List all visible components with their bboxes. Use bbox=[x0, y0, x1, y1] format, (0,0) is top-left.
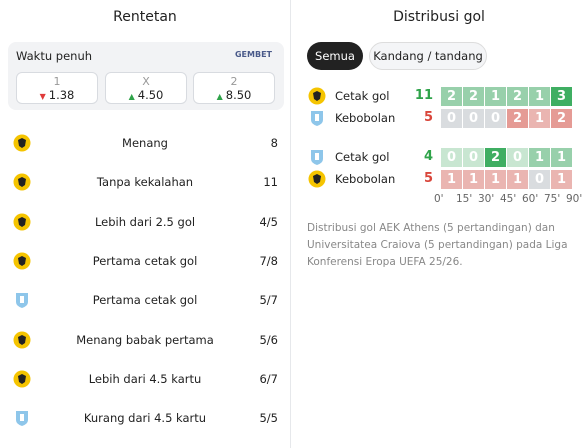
trend-arrow: ▲ bbox=[128, 92, 135, 101]
team-logo bbox=[13, 134, 31, 152]
dist-title: Distribusi gol bbox=[393, 9, 485, 25]
streak-value: 6/7 bbox=[259, 371, 278, 386]
goal-cell: 2 bbox=[463, 87, 484, 106]
goal-cell: 0 bbox=[463, 109, 484, 128]
streak-label: Pertama cetak gol bbox=[92, 293, 198, 308]
streak-value: 5/7 bbox=[259, 293, 278, 308]
row-total: 5 bbox=[423, 110, 433, 125]
time-label: 90' bbox=[566, 193, 583, 205]
goal-cell: 1 bbox=[529, 148, 550, 167]
streak-value: 11 bbox=[263, 175, 278, 190]
goal-cell: 1 bbox=[485, 170, 506, 189]
streak-label: Lebih dari 4.5 kartu bbox=[88, 371, 202, 386]
tab-active[interactable]: Semua bbox=[307, 42, 363, 70]
goal-cell: 1 bbox=[441, 170, 462, 189]
goal-cell: 2 bbox=[507, 109, 528, 128]
row-total: 11 bbox=[414, 88, 433, 103]
goal-cell: 1 bbox=[529, 87, 550, 106]
time-label: 15' bbox=[456, 193, 473, 205]
divider bbox=[290, 0, 291, 448]
streak-value: 7/8 bbox=[259, 253, 278, 268]
trend-arrow: ▼ bbox=[39, 92, 46, 101]
streak-value: 4/5 bbox=[259, 214, 278, 229]
row-total: 4 bbox=[423, 149, 433, 164]
time-label: 45' bbox=[500, 193, 517, 205]
row-label: Cetak gol bbox=[335, 89, 390, 103]
team-logo bbox=[13, 291, 31, 309]
team-logo bbox=[13, 213, 31, 231]
time-label: 75' bbox=[544, 193, 561, 205]
row-label: Cetak gol bbox=[335, 150, 390, 164]
streak-label: Lebih dari 2.5 gol bbox=[94, 214, 196, 229]
team-logo bbox=[13, 370, 31, 388]
streak-value: 5/5 bbox=[259, 411, 278, 426]
streak-label: Menang bbox=[122, 136, 168, 150]
streak-label: Kurang dari 4.5 kartu bbox=[83, 411, 207, 426]
goal-cell: 1 bbox=[463, 170, 484, 189]
streak-value: 8 bbox=[270, 136, 278, 150]
goal-cell: 2 bbox=[551, 109, 572, 128]
goal-cell: 0 bbox=[441, 109, 462, 128]
brand[interactable]: GEMBET bbox=[234, 50, 272, 59]
goal-cell: 1 bbox=[485, 87, 506, 106]
description: Distribusi gol AEK Athens (5 pertandinga… bbox=[307, 222, 568, 268]
odds-value: ▼ 1.38 bbox=[17, 88, 97, 102]
team-logo bbox=[13, 252, 31, 270]
odds-value: ▲ 8.50 bbox=[194, 88, 274, 102]
goal-cell: 2 bbox=[441, 87, 462, 106]
team-logo bbox=[13, 331, 31, 349]
goal-cell: 0 bbox=[507, 148, 528, 167]
odds-value: ▲ 4.50 bbox=[106, 88, 186, 102]
team-logo bbox=[308, 170, 326, 188]
streak-label: Menang babak pertama bbox=[76, 332, 214, 347]
goal-cell: 1 bbox=[529, 109, 550, 128]
time-label: 0' bbox=[434, 193, 444, 205]
odds-number: 8.50 bbox=[225, 88, 252, 102]
row-label: Kebobolan bbox=[335, 111, 396, 125]
trend-arrow: ▲ bbox=[216, 92, 223, 101]
goal-cell: 3 bbox=[551, 87, 572, 106]
goal-cell: 1 bbox=[507, 170, 528, 189]
goal-cell: 0 bbox=[529, 170, 550, 189]
streak-title: Rentetan bbox=[113, 9, 177, 25]
team-logo bbox=[308, 109, 326, 127]
goal-cell: 1 bbox=[551, 170, 572, 189]
team-logo bbox=[308, 87, 326, 105]
odds-number: 4.50 bbox=[137, 88, 164, 102]
row-label: Kebobolan bbox=[335, 172, 396, 186]
odds-button[interactable]: 1 ▼ 1.38 bbox=[16, 72, 98, 104]
odds-button[interactable]: 2 ▲ 8.50 bbox=[193, 72, 275, 104]
team-logo bbox=[13, 409, 31, 427]
goal-cell: 0 bbox=[441, 148, 462, 167]
odds-label: Waktu penuh bbox=[16, 49, 93, 63]
odds-key: 1 bbox=[53, 75, 61, 88]
time-label: 30' bbox=[478, 193, 495, 205]
odds-number: 1.38 bbox=[48, 88, 75, 102]
odds-key: 2 bbox=[230, 75, 238, 88]
goal-cell: 1 bbox=[551, 148, 572, 167]
tab[interactable]: Kandang / tandang bbox=[369, 42, 487, 70]
streak-label: Pertama cetak gol bbox=[92, 253, 198, 268]
odds-button[interactable]: X ▲ 4.50 bbox=[105, 72, 187, 104]
odds-key: X bbox=[142, 75, 150, 88]
streak-label: Tanpa kekalahan bbox=[96, 175, 194, 190]
time-label: 60' bbox=[522, 193, 539, 205]
streak-value: 5/6 bbox=[259, 332, 278, 347]
goal-cell: 2 bbox=[485, 148, 506, 167]
goal-cell: 0 bbox=[485, 109, 506, 128]
team-logo bbox=[308, 148, 326, 166]
goal-cell: 0 bbox=[463, 148, 484, 167]
goal-cell: 2 bbox=[507, 87, 528, 106]
team-logo bbox=[13, 173, 31, 191]
row-total: 5 bbox=[423, 171, 433, 186]
